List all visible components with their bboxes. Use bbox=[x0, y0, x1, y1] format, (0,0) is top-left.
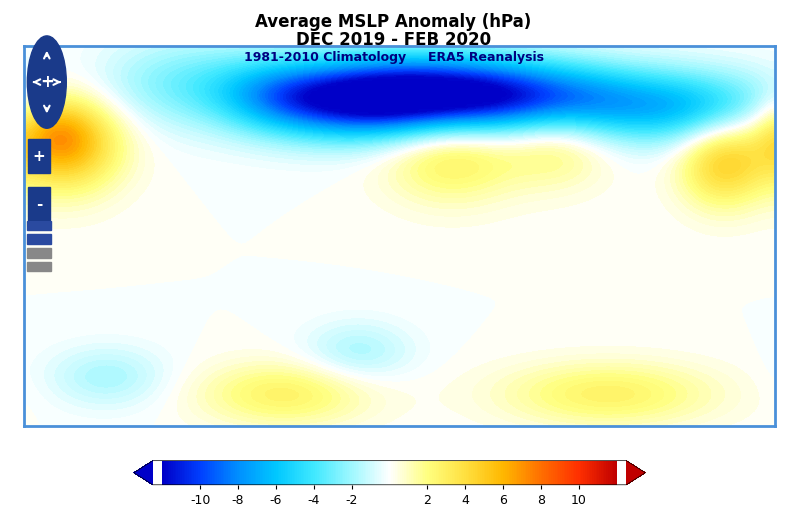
PathPatch shape bbox=[134, 461, 153, 485]
Bar bbox=[28, 140, 50, 172]
PathPatch shape bbox=[626, 461, 645, 485]
Text: DEC 2019 - FEB 2020: DEC 2019 - FEB 2020 bbox=[296, 31, 491, 49]
Bar bbox=[27, 234, 51, 244]
Circle shape bbox=[28, 36, 66, 128]
Text: -: - bbox=[35, 196, 42, 211]
Text: +: + bbox=[40, 73, 54, 91]
Text: Average MSLP Anomaly (hPa): Average MSLP Anomaly (hPa) bbox=[255, 13, 532, 31]
Text: 1981-2010 Climatology     ERA5 Reanalysis: 1981-2010 Climatology ERA5 Reanalysis bbox=[243, 51, 544, 64]
Text: +: + bbox=[32, 149, 46, 164]
Bar bbox=[27, 221, 51, 230]
Bar bbox=[27, 248, 51, 258]
Bar bbox=[28, 187, 50, 221]
Bar bbox=[27, 262, 51, 271]
